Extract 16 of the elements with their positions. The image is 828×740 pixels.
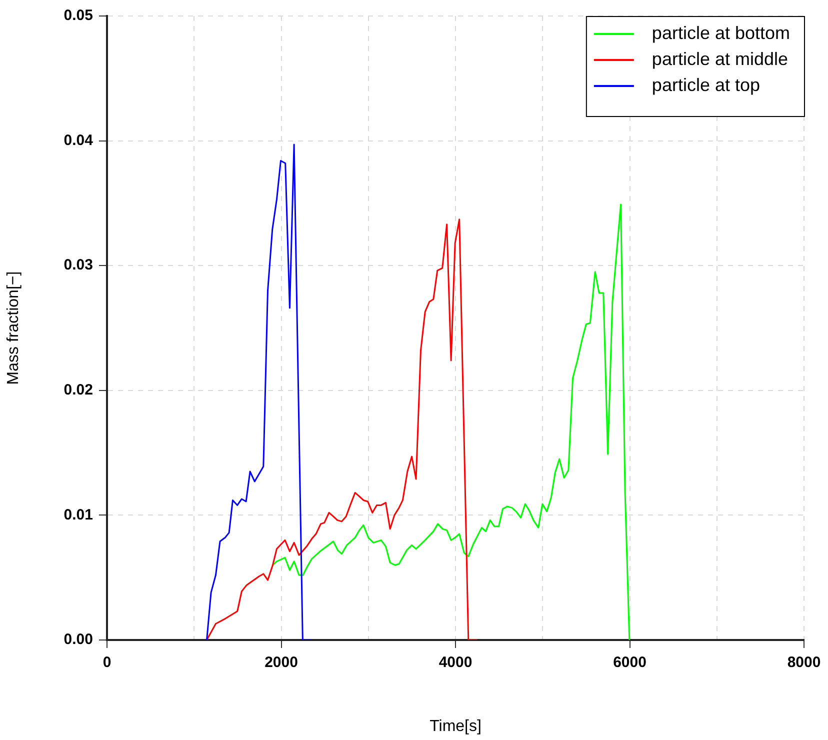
x-axis-title: Time[s] <box>430 718 482 735</box>
legend-label: particle at bottom <box>652 22 790 43</box>
y-tick-label: 0.02 <box>64 382 93 399</box>
x-tick-label: 8000 <box>787 654 821 672</box>
x-tick-label: 2000 <box>264 654 298 672</box>
x-tick-label: 0 <box>102 654 112 672</box>
x-tick-label: 6000 <box>613 654 646 672</box>
y-tick-label: 0.00 <box>64 631 93 648</box>
y-axis-title: Mass fraction[−] <box>5 271 22 385</box>
y-tick-label: 0.04 <box>64 132 94 149</box>
y-tick-label: 0.01 <box>64 506 93 524</box>
legend-label: particle at middle <box>652 48 788 69</box>
x-tick-label: 4000 <box>438 654 472 672</box>
legend-label: particle at top <box>652 74 760 95</box>
y-tick-label: 0.05 <box>64 7 93 24</box>
y-tick-label: 0.03 <box>64 256 93 274</box>
